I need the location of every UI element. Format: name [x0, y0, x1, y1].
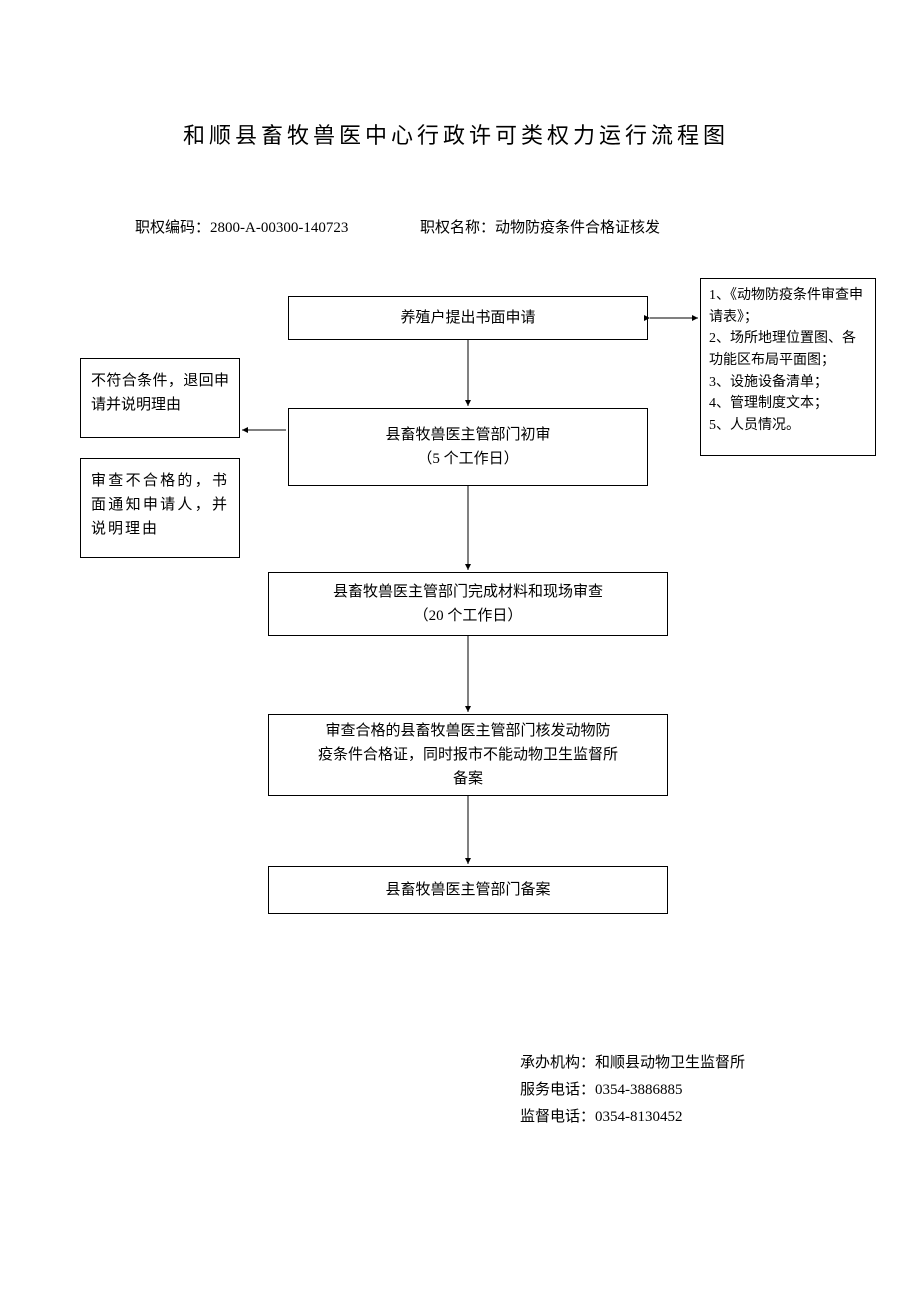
footer-org-value: 和顺县动物卫生监督所 [595, 1055, 745, 1071]
footer-sup-value: 0354-8130452 [595, 1109, 683, 1125]
flowchart-connectors [0, 0, 912, 1000]
footer-sup-label: 监督电话： [520, 1109, 595, 1125]
footer-tel-value: 0354-3886885 [595, 1082, 683, 1098]
footer-sup: 监督电话：0354-8130452 [520, 1104, 745, 1131]
footer-block: 承办机构：和顺县动物卫生监督所 服务电话：0354-3886885 监督电话：0… [520, 1050, 745, 1131]
footer-org: 承办机构：和顺县动物卫生监督所 [520, 1050, 745, 1077]
footer-tel: 服务电话：0354-3886885 [520, 1077, 745, 1104]
footer-tel-label: 服务电话： [520, 1082, 595, 1098]
footer-org-label: 承办机构： [520, 1055, 595, 1071]
